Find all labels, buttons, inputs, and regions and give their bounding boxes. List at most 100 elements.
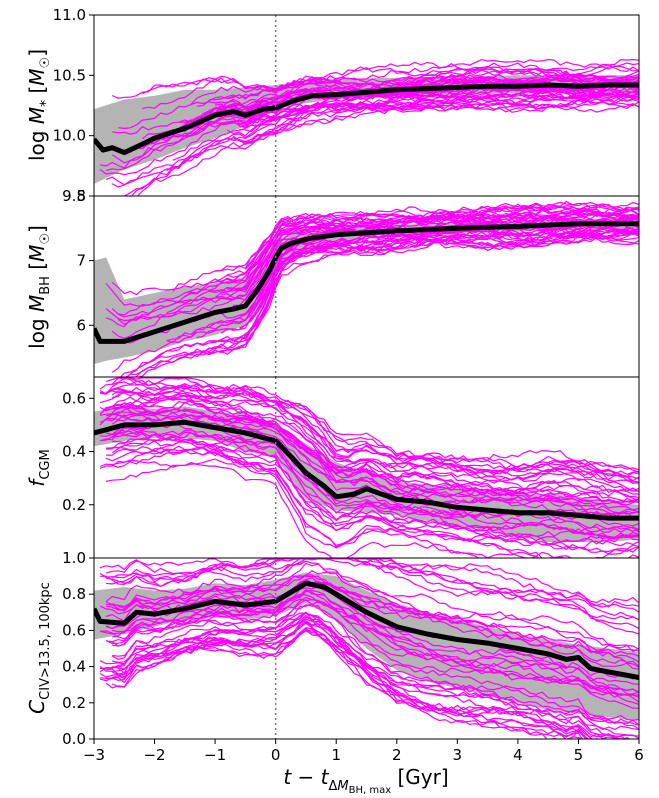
individual-tracks (99, 558, 639, 739)
individual-track (106, 574, 639, 663)
scatter-band (94, 75, 639, 184)
y-tick-label: 0.4 (62, 658, 86, 676)
individual-track (111, 84, 639, 153)
x-axis-label: t − tΔMBH, max [Gyr] (283, 765, 448, 796)
individual-track (142, 58, 639, 95)
panel-frames (93, 14, 640, 740)
y-tick-label: 0.6 (62, 621, 86, 639)
y-tick-label: 11.0 (53, 6, 86, 24)
x-tick-label: 1 (331, 746, 341, 764)
scatter-band (94, 572, 639, 721)
individual-track (105, 562, 639, 653)
individual-track (105, 383, 639, 484)
y-tick-label: 0.0 (62, 730, 86, 748)
individual-track (111, 408, 639, 519)
y-axis-label-civ-covering-fraction: CCIV>13.5, 100kpc (25, 582, 53, 714)
median-line (94, 82, 639, 156)
individual-track (106, 611, 627, 739)
individual-track (111, 589, 639, 696)
individual-track (227, 205, 639, 291)
x-tick-label: −1 (204, 746, 226, 764)
y-tick-label: 6 (76, 316, 86, 334)
panel-civ-covering-fraction: 0.0 0.2 0.4 0.6 0.8 1.0 CCIV>13.5, 100kpc (25, 549, 639, 748)
individual-track (99, 458, 580, 558)
individual-track (105, 83, 639, 171)
scatter-band-area (94, 75, 639, 184)
individual-track (105, 461, 480, 558)
individual-track (99, 377, 639, 478)
individual-track (172, 200, 639, 292)
median-track (94, 82, 639, 156)
x-ticks: −3 −2 −1 0 1 2 3 4 5 6 (83, 739, 644, 764)
individual-track (111, 58, 639, 99)
x-tick-label: −3 (83, 746, 105, 764)
panel-black-hole-mass: 6 7 8 log MBH [M☉] (25, 187, 639, 377)
individual-track (105, 590, 639, 705)
y-tick-label: 0.2 (62, 496, 86, 514)
y-tick-label: 10.5 (53, 66, 86, 84)
y-tick-label: 9.5 (62, 187, 86, 205)
individual-track (111, 612, 639, 721)
individual-track (111, 202, 639, 296)
individual-track (215, 201, 639, 272)
individual-track (99, 431, 639, 540)
y-tick-label: 0.4 (62, 443, 86, 461)
individual-track (105, 204, 639, 307)
individual-track (172, 91, 639, 161)
individual-track (112, 618, 639, 726)
individual-track (112, 402, 639, 503)
x-tick-label: 4 (513, 746, 523, 764)
individual-track (166, 91, 639, 172)
x-tick-label: 2 (392, 746, 402, 764)
individual-track (105, 585, 639, 693)
individual-track (125, 229, 639, 377)
y-tick-label: 7 (76, 252, 86, 270)
individual-track (112, 423, 639, 533)
individual-track (111, 629, 583, 739)
y-axis-label-cgm-fraction: fCGM (25, 449, 53, 486)
individual-track (105, 588, 639, 685)
x-tick-label: 5 (574, 746, 584, 764)
median-track (94, 419, 639, 521)
individual-track (99, 401, 639, 501)
y-tick-label: 0.8 (62, 585, 86, 603)
y-tick-label: 0.6 (62, 389, 86, 407)
individual-tracks (99, 377, 639, 558)
individual-track (99, 393, 639, 499)
median-line (94, 419, 639, 521)
y-tick-label: 0.2 (62, 694, 86, 712)
scatter-band (94, 218, 639, 365)
individual-track (100, 377, 639, 471)
x-tick-label: 3 (453, 746, 463, 764)
y-tick-label: 8 (76, 187, 86, 205)
y-ticks: 9.5 10.0 10.5 11.0 (53, 6, 94, 205)
median-line (94, 580, 639, 680)
individual-track (99, 621, 599, 739)
individual-track (105, 405, 639, 507)
individual-track (105, 579, 639, 668)
scatter-band-area (94, 218, 639, 365)
y-ticks: 0.2 0.4 0.6 (62, 389, 94, 514)
y-tick-label: 10.0 (53, 127, 86, 145)
individual-track (100, 397, 639, 506)
y-ticks: 0.0 0.2 0.4 0.6 0.8 1.0 (62, 549, 94, 748)
individual-track (111, 390, 639, 483)
individual-track (112, 399, 639, 497)
individual-track (99, 558, 639, 608)
y-tick-label: 1.0 (62, 549, 86, 567)
individual-track (106, 448, 639, 547)
individual-track (105, 413, 639, 514)
individual-track (99, 620, 639, 739)
individual-track (106, 558, 639, 635)
individual-track (99, 401, 639, 511)
scatter-band-area (94, 572, 639, 721)
individual-track (106, 577, 639, 667)
individual-track (99, 379, 639, 485)
x-tick-label: 0 (271, 746, 281, 764)
panel-cgm-fraction: 0.2 0.4 0.6 fCGM (25, 377, 639, 558)
individual-track (106, 429, 639, 538)
panel-frame (93, 557, 640, 740)
individual-track (239, 227, 639, 339)
panel-stellar-mass: 9.5 10.0 10.5 11.0 log M* [M☉] (25, 6, 639, 205)
